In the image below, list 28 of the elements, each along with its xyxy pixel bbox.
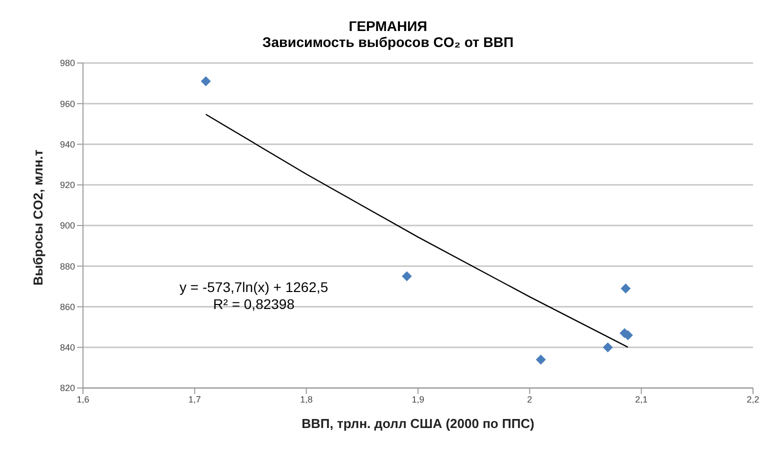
x-axis-title: ВВП, трлн. долл США (2000 по ППС) (302, 416, 534, 431)
x-tick-label: 1,6 (76, 394, 90, 404)
chart-subtitle: Зависимость выбросов CO₂ от ВВП (261, 34, 515, 50)
annotation: R² = 0,82398 (212, 296, 296, 314)
y-tick-label: 920 (60, 180, 75, 190)
point (620, 283, 631, 294)
point (536, 354, 546, 365)
y-tick-label: 980 (60, 58, 75, 68)
x-tick-label: 1,9 (412, 394, 424, 404)
point (200, 76, 211, 86)
y-tick-label: 900 (60, 220, 75, 231)
y-tick-label: 820 (60, 383, 75, 394)
line-series (205, 114, 629, 348)
point (602, 342, 613, 352)
y-tick-label: 880 (60, 261, 75, 272)
annotation: y = -573,7ln(x) + 1262,5 (178, 279, 330, 296)
y-axis-title: Выбросы CO2, млн.т (30, 150, 46, 286)
y-tick-label: 960 (60, 98, 75, 109)
chart-title: ГЕРМАНИЯ (348, 18, 428, 34)
x-tick-label: 1,8 (300, 394, 313, 404)
point (402, 271, 412, 282)
x-tick-label: 2 (527, 394, 532, 404)
x-tick-label: 1,7 (188, 394, 201, 404)
y-tick-label: 860 (60, 302, 75, 312)
x-tick-label: 2,1 (635, 394, 648, 404)
y-tick-label: 840 (60, 342, 75, 353)
y-tick-label: 940 (60, 139, 75, 150)
x-tick-label: 2,2 (746, 394, 760, 404)
